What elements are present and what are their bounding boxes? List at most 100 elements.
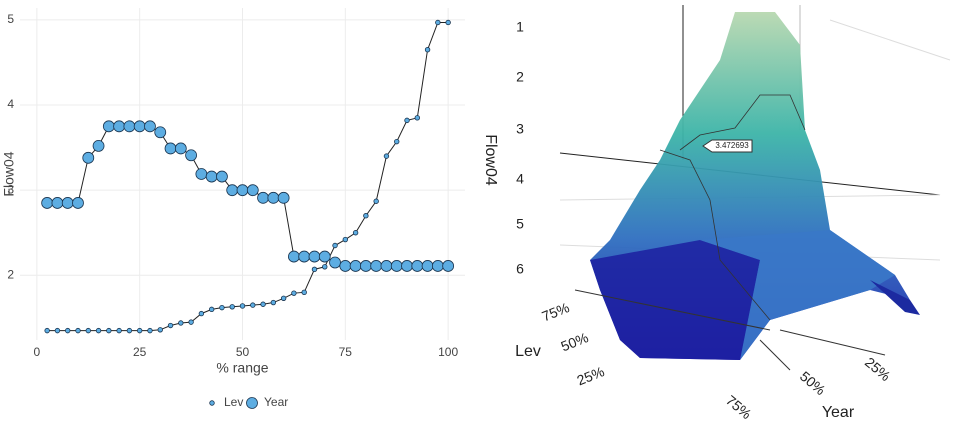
point (394, 138, 400, 145)
point (445, 19, 451, 26)
lev-tick-label: 25% (575, 363, 607, 388)
point (322, 264, 328, 270)
point (157, 327, 163, 333)
point (359, 260, 372, 272)
z-axis-label: Flow04 (482, 134, 499, 186)
point (370, 260, 383, 272)
point (352, 230, 359, 236)
z-tick-label: 3 (516, 121, 524, 137)
z-tick-label: 4 (516, 171, 524, 187)
point (301, 289, 307, 296)
x-tick-label: 75 (339, 345, 353, 359)
point (102, 120, 115, 133)
point (123, 120, 136, 133)
point (318, 250, 331, 263)
point (311, 266, 318, 273)
point (250, 302, 256, 308)
point (291, 290, 297, 296)
z-tick-label: 2 (516, 69, 524, 85)
point (424, 47, 431, 53)
year-tick-label: 50% (797, 368, 829, 398)
point (435, 19, 441, 26)
point (95, 327, 102, 334)
point (41, 197, 54, 209)
lev-tick-label: 75% (540, 299, 572, 324)
point (54, 327, 61, 334)
point (349, 260, 362, 272)
series-line (47, 125, 449, 267)
point (414, 115, 420, 121)
point (82, 151, 95, 164)
point (401, 260, 413, 272)
point (363, 213, 369, 219)
point (332, 242, 338, 249)
point (308, 250, 321, 263)
point (280, 295, 287, 301)
point (126, 327, 133, 334)
point (164, 142, 177, 155)
point (373, 198, 379, 204)
point (390, 260, 403, 272)
point (404, 117, 410, 124)
point (298, 250, 311, 263)
legend-marker (209, 400, 215, 406)
y-tick-label: 5 (7, 12, 14, 26)
tooltip: 3.472693 (715, 141, 749, 150)
point (113, 120, 126, 133)
point (136, 327, 143, 334)
y-axis-label: Flow04 (1, 151, 17, 196)
point (277, 191, 290, 204)
point (421, 260, 434, 272)
year-tick-label: 25% (862, 354, 894, 384)
lev-tick-label: 50% (559, 329, 591, 354)
point (383, 153, 390, 159)
point (380, 260, 393, 272)
point (61, 197, 74, 209)
point (116, 327, 122, 334)
point (342, 236, 349, 243)
point (205, 170, 218, 183)
point (216, 170, 228, 183)
x-axis-label: % range (216, 360, 268, 376)
point (257, 191, 269, 204)
point (239, 303, 246, 309)
point (288, 250, 300, 263)
point (229, 304, 235, 310)
surface-scene (559, 5, 951, 371)
point (92, 140, 105, 152)
legend-marker (246, 397, 258, 409)
point (44, 327, 50, 334)
point (106, 327, 112, 334)
point (167, 322, 174, 329)
point (219, 304, 225, 311)
point (442, 260, 455, 272)
point (65, 327, 71, 334)
point (226, 184, 239, 197)
point (133, 120, 146, 133)
point (51, 197, 64, 209)
point (329, 256, 341, 269)
x-tick-label: 50 (236, 345, 250, 359)
year-axis-label: Year (822, 404, 855, 421)
point (236, 184, 249, 197)
point (208, 306, 215, 313)
point (85, 327, 91, 334)
y-tick-label: 2 (7, 267, 14, 281)
point (246, 184, 259, 197)
series-line (47, 21, 449, 332)
point (147, 327, 153, 334)
point (267, 191, 280, 204)
point (75, 327, 81, 334)
z-tick-label: 5 (516, 216, 524, 232)
point (185, 149, 197, 162)
point (411, 260, 424, 272)
x-tick-label: 25 (133, 345, 147, 359)
point (339, 260, 352, 272)
z-tick-label: 1 (516, 19, 524, 35)
y-tick-label: 3 (7, 182, 14, 196)
z-tick-label: 6 (516, 261, 524, 277)
point (188, 319, 194, 325)
point (154, 126, 167, 139)
